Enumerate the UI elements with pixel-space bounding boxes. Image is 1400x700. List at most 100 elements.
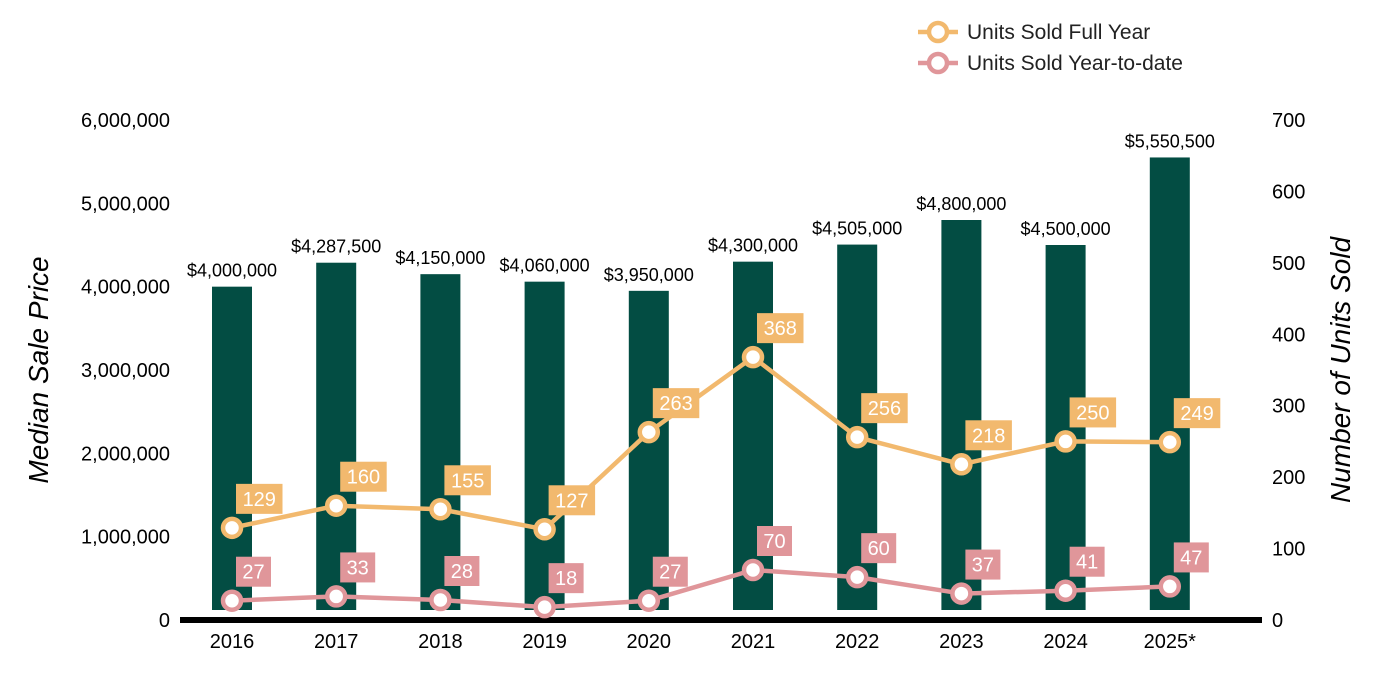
point-label-bg: [861, 393, 908, 424]
point-label-bg: [1173, 542, 1209, 573]
right-tick-label: 700: [1272, 110, 1305, 132]
point-label-bg: [757, 526, 792, 556]
point-value-label: 41: [1076, 552, 1098, 574]
left-tick-label: 5,000,000: [81, 193, 170, 215]
bar: [941, 220, 982, 610]
series-point: [741, 345, 765, 369]
legend-marker: [926, 20, 950, 44]
series-point: [1158, 575, 1182, 598]
point-label-bg: [444, 465, 491, 496]
series-point: [533, 518, 556, 541]
point-value-label: 28: [451, 561, 473, 583]
point-label-bg: [652, 388, 700, 419]
point-label-bg: [548, 563, 584, 594]
bar-value-label: $4,300,000: [708, 236, 798, 256]
left-tick-label: 0: [159, 610, 170, 632]
point-value-label: 263: [659, 393, 692, 415]
right-tick-label: 200: [1272, 467, 1305, 489]
bar: [420, 274, 461, 610]
x-tick-label: 2021: [731, 631, 776, 653]
bar-value-labels: $4,000,000 $4,287,500 $4,150,000 $4,060,000…: [187, 131, 1215, 284]
series-point: [429, 588, 452, 612]
bar-value-label: $4,800,000: [916, 194, 1006, 214]
right-tick-label: 100: [1272, 539, 1305, 561]
left-tick-label: 6,000,000: [81, 110, 170, 132]
series-point: [324, 585, 348, 608]
point-value-label: 27: [659, 562, 681, 584]
series-point: [1158, 430, 1182, 454]
series-point: [1054, 430, 1077, 453]
legend-label: Units Sold Year-to-date: [967, 52, 1183, 75]
point-value-label: 18: [555, 568, 577, 590]
point-value-label: 368: [764, 318, 797, 340]
point-value-label: 60: [868, 538, 890, 560]
right-tick-label: 600: [1272, 181, 1305, 203]
legend-label: Units Sold Full Year: [967, 21, 1150, 44]
left-tick-label: 3,000,000: [81, 360, 170, 382]
bar: [212, 286, 252, 610]
point-value-label: 33: [347, 557, 369, 579]
left-tick-label: 2,000,000: [81, 443, 170, 465]
bar: [524, 281, 565, 610]
left-axis-title: Median Sale Price: [23, 256, 54, 483]
right-axis-title: Number of Units Sold: [1325, 236, 1356, 504]
right-tick-label: 0: [1272, 610, 1283, 632]
series-point: [950, 582, 973, 605]
point-label-bg: [1069, 546, 1105, 577]
x-tick-label: 2022: [835, 631, 880, 653]
point-label-bg: [965, 549, 1001, 580]
x-tick-label: 2017: [314, 631, 359, 653]
series-point: [741, 558, 765, 582]
series-line: [231, 567, 1170, 610]
point-label-bg: [1173, 398, 1221, 429]
point-label-bg: [965, 420, 1012, 451]
series-point: [220, 516, 244, 540]
series-point: [637, 420, 661, 444]
bar-value-label: $4,505,000: [812, 219, 902, 239]
point-label-bg: [340, 461, 387, 492]
x-tick-label: 2025*: [1144, 631, 1196, 653]
point-value-label: 27: [242, 562, 264, 584]
point-value-label: 256: [868, 398, 901, 420]
point-value-label: 250: [1076, 402, 1109, 424]
point-value-label: 218: [972, 425, 1005, 447]
line-series-year-to-date: 27 33 28 18 27 70 60 37 41 47: [220, 526, 1209, 619]
point-label-bg: [444, 556, 480, 586]
point-label-bg: [548, 485, 596, 516]
line-series-full-year: 129 160 155 127 263 368 256 218 250 249: [220, 313, 1221, 541]
point-label-bg: [1069, 397, 1117, 428]
legend-item: Units Sold Year-to-date: [918, 51, 1183, 75]
bar: [1149, 157, 1190, 611]
point-value-label: 129: [243, 489, 276, 511]
series-line: [231, 354, 1170, 532]
point-label-bg: [652, 556, 688, 587]
series-point: [845, 565, 869, 589]
bar: [316, 262, 357, 610]
point-label-bg: [861, 533, 897, 564]
x-tick-label: 2019: [522, 631, 567, 653]
right-tick-label: 500: [1272, 253, 1305, 275]
point-value-label: 70: [763, 531, 785, 553]
point-label-bg: [236, 483, 283, 514]
point-value-label: 47: [1180, 547, 1202, 569]
left-axis-ticks: 0 1,000,000 2,000,000 3,000,000 4,000,000 5,0…: [81, 110, 170, 632]
legend-marker: [926, 51, 950, 75]
bar-value-label: $3,950,000: [604, 265, 694, 285]
series-point: [220, 589, 244, 612]
point-value-label: 160: [347, 467, 380, 489]
series-point: [533, 595, 556, 619]
point-value-label: 37: [972, 555, 994, 577]
point-label-bg: [757, 313, 804, 344]
series-point: [324, 494, 348, 517]
x-tick-label: 2024: [1043, 631, 1088, 653]
point-label-bg: [340, 552, 376, 583]
bar-value-label: $4,060,000: [500, 256, 590, 276]
left-tick-label: 1,000,000: [81, 527, 170, 549]
series-point: [845, 425, 869, 449]
x-tick-label: 2016: [210, 631, 255, 653]
x-axis-ticks: 2016 2017 2018 2019 2020 2021 2022 2023 2024 2025…: [210, 631, 1196, 653]
left-tick-label: 4,000,000: [81, 277, 170, 299]
legend-item: Units Sold Full Year: [918, 20, 1150, 44]
